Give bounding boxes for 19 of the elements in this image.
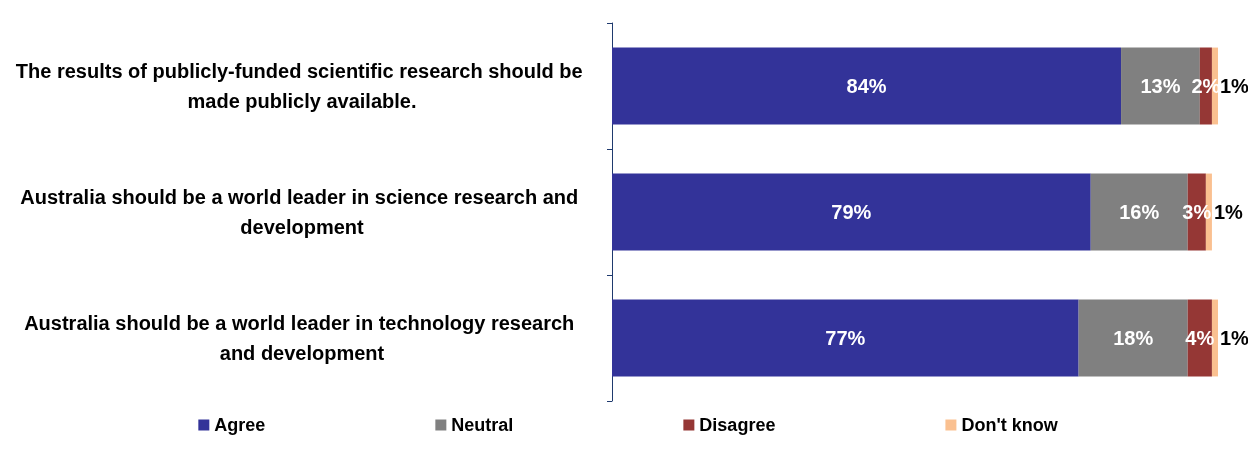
data-label: 1%	[1213, 201, 1244, 223]
bar	[612, 173, 1091, 251]
legend-label: Don't know	[961, 415, 1059, 435]
data-label: 16%	[1119, 201, 1160, 223]
bar	[612, 299, 1079, 377]
legend-label: Neutral	[451, 415, 514, 435]
data-label: 84%	[846, 75, 887, 97]
legend-label: Agree	[214, 415, 266, 435]
data-label: 13%	[1140, 75, 1181, 97]
y-tick-label: The results of publicly-funded scientific research should be made publicly available.	[15, 60, 589, 112]
data-label: 1%	[1220, 75, 1250, 97]
data-label: 18%	[1113, 327, 1154, 349]
y-tick-label: Australia should be a world leader in technology research and development	[24, 312, 580, 364]
y-tick-label: Australia should be a world leader in science research and development	[20, 186, 584, 238]
bar	[612, 47, 1122, 125]
data-label: 1%	[1220, 327, 1250, 349]
data-label: 79%	[831, 201, 872, 223]
legend-label: Disagree	[699, 415, 776, 435]
data-label: 77%	[825, 327, 866, 349]
